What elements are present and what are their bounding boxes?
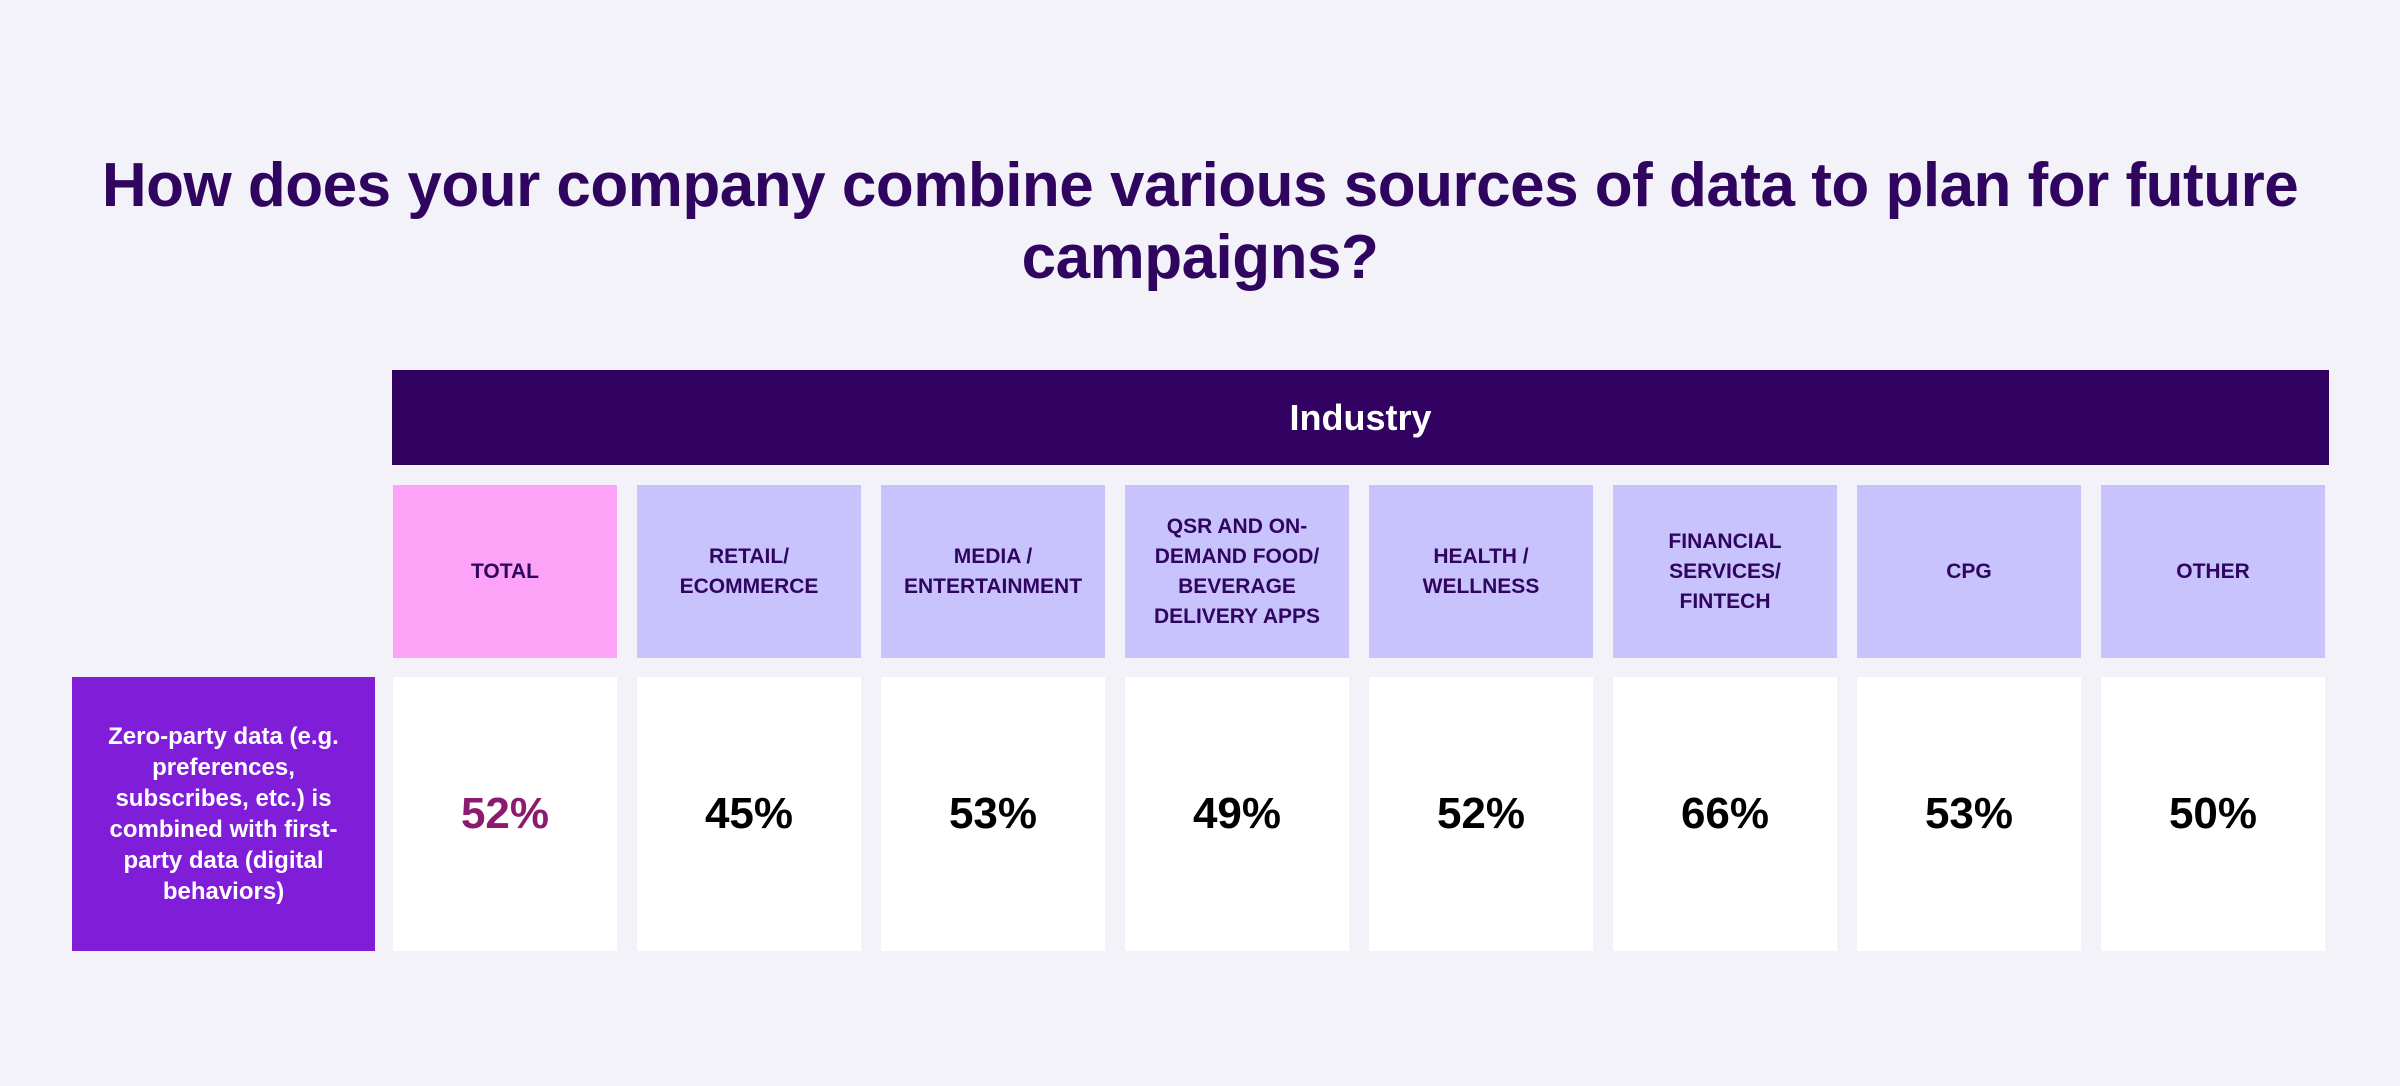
industry-group-header: Industry bbox=[392, 370, 2329, 465]
column-header: OTHER bbox=[2101, 485, 2325, 658]
value-cell: 53% bbox=[881, 677, 1105, 951]
value-cell: 66% bbox=[1613, 677, 1837, 951]
row-label: Zero-party data (e.g. preferences, subsc… bbox=[72, 677, 375, 951]
value-cell: 49% bbox=[1125, 677, 1349, 951]
column-header: HEALTH / WELLNESS bbox=[1369, 485, 1593, 658]
value-cell: 53% bbox=[1857, 677, 2081, 951]
value-cell: 50% bbox=[2101, 677, 2325, 951]
value-cell: 52% bbox=[1369, 677, 1593, 951]
column-header: TOTAL bbox=[393, 485, 617, 658]
column-header: RETAIL/ ECOMMERCE bbox=[637, 485, 861, 658]
column-header: CPG bbox=[1857, 485, 2081, 658]
value-cell: 45% bbox=[637, 677, 861, 951]
chart-title: How does your company combine various so… bbox=[101, 151, 2299, 292]
column-header: QSR AND ON- DEMAND FOOD/ BEVERAGE DELIVE… bbox=[1125, 485, 1349, 658]
column-header: FINANCIAL SERVICES/ FINTECH bbox=[1613, 485, 1837, 658]
column-header: MEDIA / ENTERTAINMENT bbox=[881, 485, 1105, 658]
value-cell: 52% bbox=[393, 677, 617, 951]
